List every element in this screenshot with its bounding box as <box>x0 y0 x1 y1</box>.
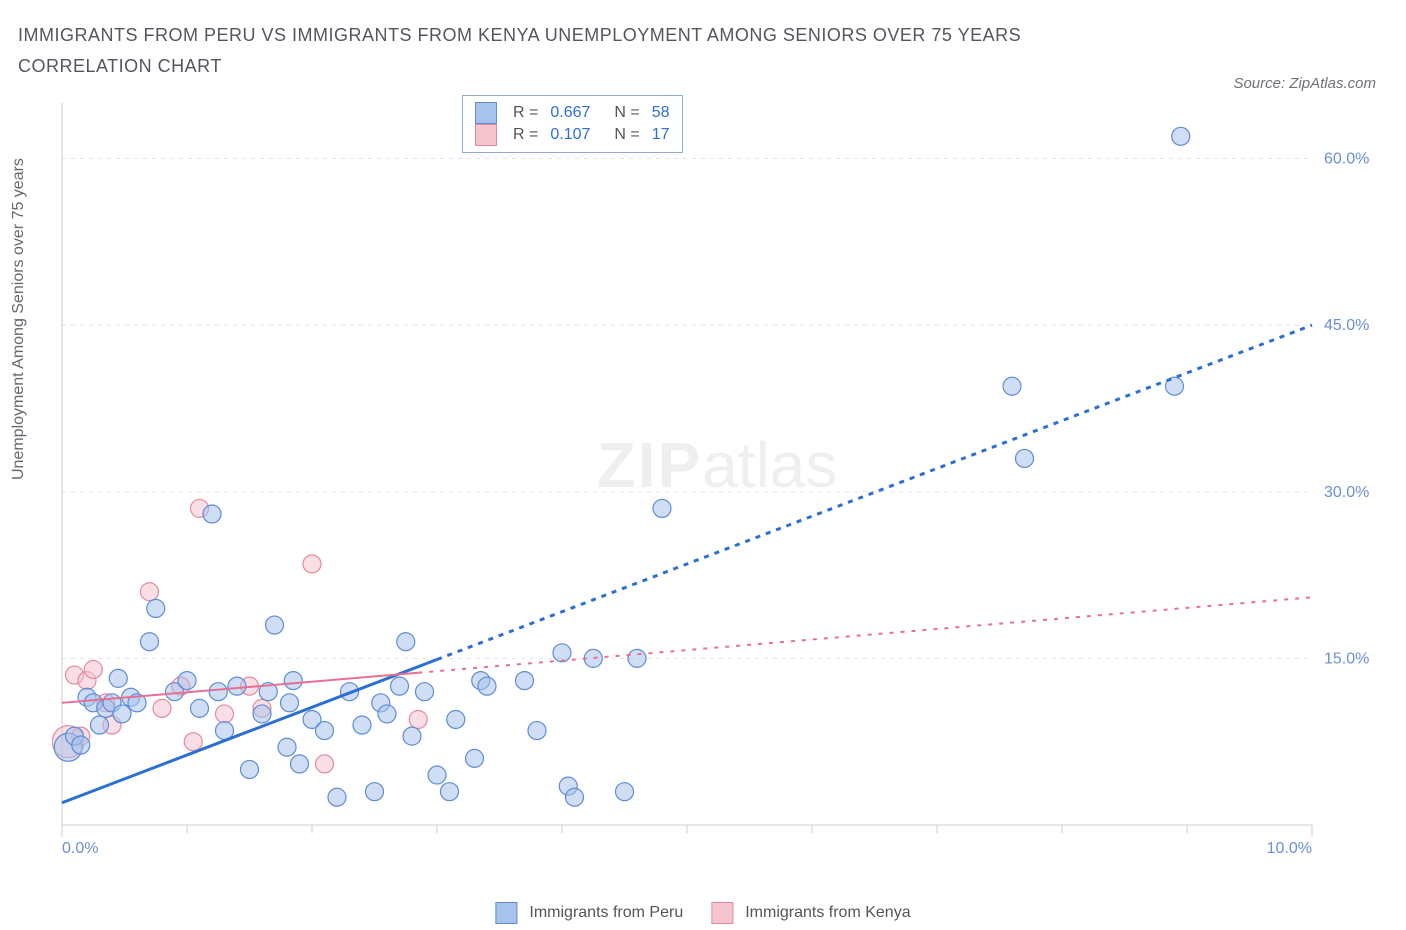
data-point <box>291 755 309 773</box>
data-point <box>216 705 234 723</box>
data-point <box>209 683 227 701</box>
plot-area: 0.0%10.0%15.0%30.0%45.0%60.0% ZIPatlas R… <box>52 95 1382 865</box>
data-point <box>109 669 127 687</box>
data-point <box>403 727 421 745</box>
legend-r-value: 0.667 <box>550 104 590 122</box>
legend-n-label: N = <box>614 126 639 144</box>
data-point <box>566 788 584 806</box>
data-point <box>228 677 246 695</box>
regression-line-ext <box>418 597 1312 672</box>
data-point <box>147 599 165 617</box>
legend-r-value: 0.107 <box>550 126 590 144</box>
data-point <box>584 649 602 667</box>
data-point <box>153 699 171 717</box>
data-point <box>653 499 671 517</box>
x-tick-label: 10.0% <box>1267 840 1312 857</box>
data-point <box>366 783 384 801</box>
y-tick-label: 60.0% <box>1324 151 1369 168</box>
data-point <box>447 710 465 728</box>
data-point <box>141 633 159 651</box>
legend-r-label: R = <box>513 104 538 122</box>
data-point <box>409 710 427 728</box>
scatter-chart-svg: 0.0% 10.0% 15.0% 30.0% 45.0% 60.0% <box>52 95 1382 865</box>
legend-row: R = 0.107 N = 17 <box>475 124 670 146</box>
series-legend: Immigrants from Peru Immigrants from Keny… <box>495 902 910 924</box>
legend-n-label: N = <box>614 104 639 122</box>
data-point <box>303 555 321 573</box>
data-point <box>91 716 109 734</box>
data-point <box>191 699 209 717</box>
data-point <box>528 722 546 740</box>
data-point <box>1016 449 1034 467</box>
data-point <box>466 749 484 767</box>
legend-swatch <box>475 102 497 124</box>
data-point <box>553 644 571 662</box>
data-point <box>391 677 409 695</box>
series-legend-label: Immigrants from Kenya <box>745 904 910 922</box>
series-legend-item: Immigrants from Kenya <box>711 902 910 924</box>
data-point <box>1003 377 1021 395</box>
data-point <box>353 716 371 734</box>
data-point <box>241 760 259 778</box>
data-point <box>628 649 646 667</box>
correlation-legend: R = 0.667 N = 58 R = 0.107 N = 17 <box>462 95 683 153</box>
source-label: Source: ZipAtlas.com <box>1233 75 1376 92</box>
legend-row: R = 0.667 N = 58 <box>475 102 670 124</box>
data-point <box>397 633 415 651</box>
series-legend-label: Immigrants from Peru <box>529 904 683 922</box>
regression-line-ext <box>437 325 1312 659</box>
data-point <box>428 766 446 784</box>
data-point <box>316 722 334 740</box>
legend-n-value: 58 <box>652 104 670 122</box>
data-point <box>184 733 202 751</box>
data-point <box>253 705 271 723</box>
data-point <box>284 672 302 690</box>
data-point <box>328 788 346 806</box>
legend-r-label: R = <box>513 126 538 144</box>
data-point <box>178 672 196 690</box>
y-axis-label: Unemployment Among Seniors over 75 years <box>10 158 28 480</box>
data-point <box>113 705 131 723</box>
y-tick-label: 45.0% <box>1324 317 1369 334</box>
data-point <box>141 583 159 601</box>
data-point <box>281 694 299 712</box>
legend-swatch <box>711 902 733 924</box>
data-point <box>278 738 296 756</box>
data-point <box>378 705 396 723</box>
y-tick-label: 15.0% <box>1324 650 1369 667</box>
data-point <box>203 505 221 523</box>
legend-swatch <box>475 124 497 146</box>
data-point <box>72 736 90 754</box>
series-legend-item: Immigrants from Peru <box>495 902 683 924</box>
data-point <box>478 677 496 695</box>
chart-title: IMMIGRANTS FROM PERU VS IMMIGRANTS FROM … <box>18 20 1108 81</box>
data-point <box>441 783 459 801</box>
data-point <box>616 783 634 801</box>
legend-swatch <box>495 902 517 924</box>
x-tick-label: 0.0% <box>62 840 98 857</box>
y-tick-label: 30.0% <box>1324 484 1369 501</box>
data-point <box>316 755 334 773</box>
data-point <box>516 672 534 690</box>
data-point <box>416 683 434 701</box>
data-point <box>1172 127 1190 145</box>
data-point <box>266 616 284 634</box>
legend-n-value: 17 <box>652 126 670 144</box>
data-point <box>84 660 102 678</box>
